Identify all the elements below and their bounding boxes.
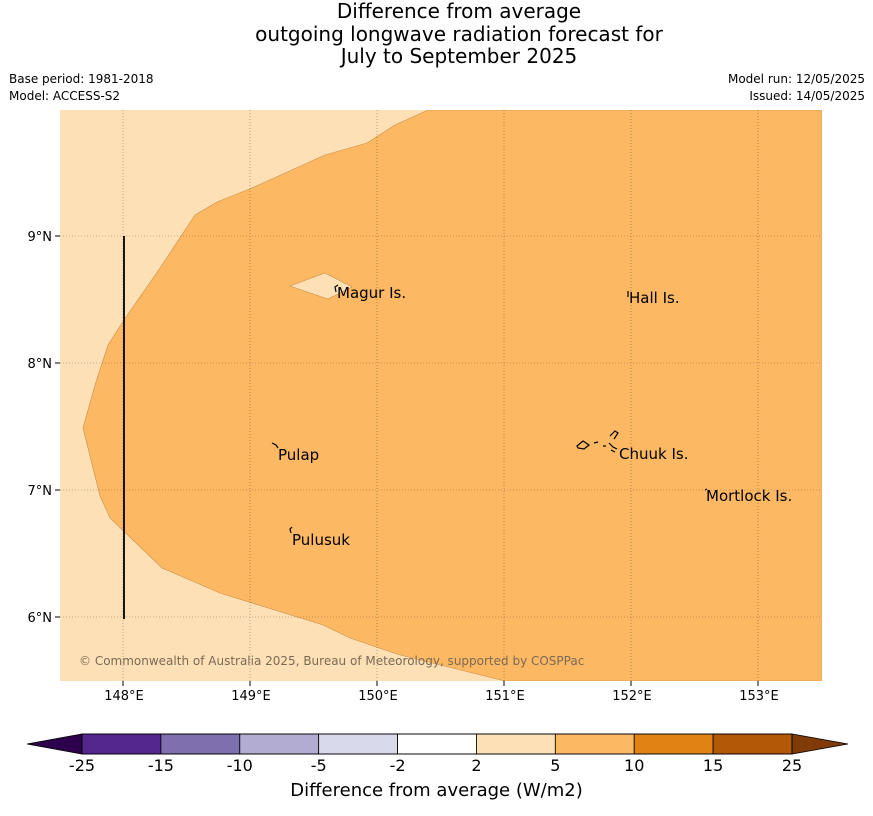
colorbar-segment — [712, 733, 793, 755]
title-line-3: July to September 2025 — [340, 44, 578, 68]
place-label-hall: Hall Is. — [629, 289, 680, 307]
colorbar-under-arrow — [26, 733, 83, 755]
copyright-notice: © Commonwealth of Australia 2025, Bureau… — [79, 654, 584, 668]
lat-tick-label: 9°N — [28, 230, 53, 245]
pulap-island-shape — [271, 442, 279, 449]
issued-date: Issued: 14/05/2025 — [749, 89, 865, 103]
colorbar-segment — [81, 733, 162, 755]
base-period: Base period: 1981-2018 — [9, 72, 154, 86]
colorbar-label: Difference from average (W/m2) — [290, 780, 583, 801]
colorbar-segment — [239, 733, 320, 755]
lat-tick-label: 7°N — [28, 484, 53, 499]
colorbar-tick-label: 15 — [703, 756, 723, 775]
metadata-right: Model run: 12/05/2025 Issued: 14/05/2025 — [728, 71, 865, 105]
anomaly-5-to-10-region — [82, 110, 822, 681]
pulusuk-island-shape — [289, 526, 293, 534]
colorbar: -25 -15 -10 -5 -2 2 5 10 15 25 — [26, 733, 849, 775]
place-label-pulusuk: Pulusuk — [292, 531, 350, 549]
place-label-pulap: Pulap — [278, 446, 319, 464]
place-label-mortlock: Mortlock Is. — [706, 487, 792, 505]
colorbar-tick-label: 25 — [782, 756, 802, 775]
lon-tick-label: 153°E — [739, 689, 779, 704]
mortlock-island-shape — [704, 488, 708, 491]
place-label-magur: Magur Is. — [337, 284, 406, 302]
colorbar-segment — [554, 733, 635, 755]
colorbar-segment — [633, 733, 714, 755]
colorbar-segment — [160, 733, 241, 755]
chart-title: Difference from average outgoing longwav… — [0, 0, 873, 68]
chuuk-island-shape — [576, 430, 619, 453]
colorbar-tick-label: 2 — [471, 756, 481, 775]
metadata-left: Base period: 1981-2018 Model: ACCESS-S2 — [9, 71, 154, 105]
map-plot-area — [60, 110, 822, 681]
colorbar-tick-label: 10 — [624, 756, 644, 775]
colorbar-tick-label: -15 — [148, 756, 174, 775]
title-line-1: Difference from average — [336, 0, 582, 23]
lon-tick-label: 151°E — [485, 689, 525, 704]
lat-tick-label: 8°N — [28, 357, 53, 372]
colorbar-tick-label: -2 — [390, 756, 406, 775]
colorbar-tick-label: -5 — [311, 756, 327, 775]
lon-tick-label: 149°E — [231, 689, 271, 704]
lat-tick-label: 6°N — [28, 611, 53, 626]
islands — [271, 284, 708, 534]
colorbar-tick-label: -10 — [227, 756, 253, 775]
place-label-chuuk: Chuuk Is. — [619, 445, 688, 463]
colorbar-segment — [476, 733, 556, 755]
model-run: Model run: 12/05/2025 — [727, 72, 865, 86]
gridlines — [60, 110, 822, 681]
title-line-2: outgoing longwave radiation forecast for — [255, 21, 663, 46]
model-name: Model: ACCESS-S2 — [9, 89, 121, 103]
magur-island-shape — [334, 284, 339, 293]
colorbar-over-arrow — [791, 733, 849, 755]
colorbar-segment — [397, 733, 477, 755]
colorbar-tick-label: -25 — [69, 756, 95, 775]
lon-tick-label: 148°E — [104, 689, 144, 704]
lon-tick-label: 150°E — [358, 689, 398, 704]
lon-tick-label: 152°E — [612, 689, 652, 704]
colorbar-tick-label: 5 — [550, 756, 560, 775]
colorbar-segment — [318, 733, 398, 755]
anomaly-2-to-5-patch — [289, 272, 353, 300]
